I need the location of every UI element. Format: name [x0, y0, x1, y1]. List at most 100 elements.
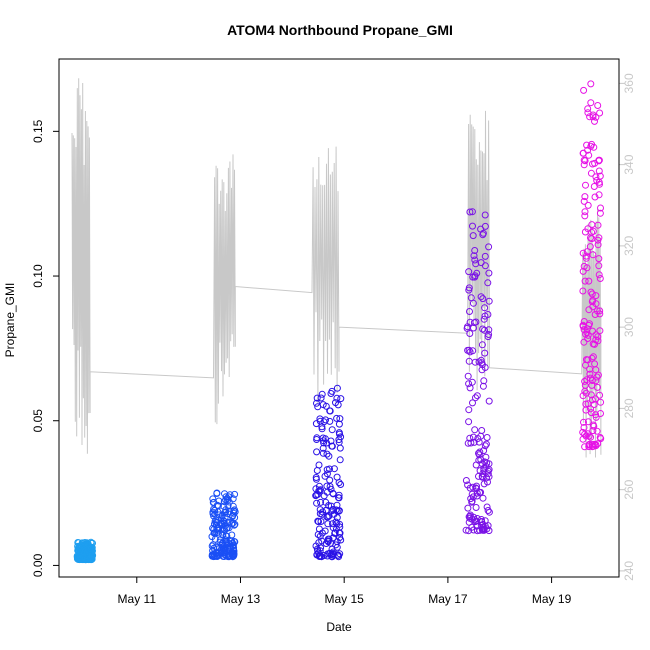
data-point: [587, 409, 595, 417]
data-point: [596, 307, 604, 315]
data-point: [220, 517, 228, 525]
data-point: [472, 318, 480, 326]
data-point: [592, 331, 600, 339]
data-point: [312, 420, 320, 428]
y2-tick-label: 360: [622, 73, 636, 93]
data-point: [87, 545, 95, 553]
data-point: [589, 421, 597, 429]
x-axis: May 11 May 13 May 15 May 17 May 19: [118, 577, 572, 606]
data-point: [326, 407, 334, 415]
data-point: [319, 444, 327, 452]
plot-frame: [58, 58, 620, 578]
data-point: [324, 513, 332, 521]
data-point: [328, 442, 336, 450]
data-point: [595, 255, 603, 263]
data-point: [467, 495, 475, 503]
data-point: [579, 249, 587, 257]
data-point: [317, 486, 324, 494]
data-point: [225, 498, 233, 506]
y2-tick-label: 240: [622, 561, 636, 581]
data-point: [211, 529, 219, 537]
data-point: [582, 181, 589, 189]
data-point: [230, 521, 238, 529]
data-point: [317, 498, 325, 506]
data-point: [472, 504, 480, 511]
data-point: [592, 292, 600, 300]
y2-tick-label: 300: [622, 317, 636, 337]
data-point: [468, 208, 476, 216]
data-point: [587, 433, 595, 441]
data-point: [220, 502, 228, 510]
data-point: [469, 299, 477, 307]
data-point: [485, 527, 493, 535]
data-point: [329, 534, 337, 542]
data-point: [315, 525, 323, 533]
data-point: [219, 511, 226, 519]
data-point: [581, 277, 589, 285]
data-point: [214, 530, 222, 538]
data-point: [484, 507, 492, 514]
data-point: [582, 330, 590, 338]
data-point: [322, 498, 330, 506]
data-point: [579, 267, 587, 275]
data-point: [465, 357, 473, 365]
data-point: [592, 442, 600, 450]
data-point: [336, 456, 344, 464]
data-point: [314, 517, 322, 525]
data-point: [316, 532, 324, 540]
data-point: [326, 476, 334, 484]
data-point: [595, 271, 603, 279]
data-point: [592, 173, 600, 181]
y-tick-label: 0.00: [31, 553, 45, 577]
data-point: [213, 501, 221, 509]
data-point: [481, 222, 489, 230]
y-tick-label: 0.05: [31, 409, 45, 433]
data-point: [471, 256, 479, 264]
data-point: [594, 333, 602, 341]
data-point: [315, 518, 322, 526]
x-tick-label: May 15: [325, 592, 365, 606]
y2-tick-label: 260: [622, 479, 636, 499]
data-point: [316, 415, 324, 423]
data-point: [225, 493, 232, 501]
data-point: [320, 439, 328, 447]
data-point: [211, 535, 219, 543]
data-point: [592, 411, 600, 419]
data-point: [586, 113, 594, 121]
data-point: [323, 482, 331, 490]
data-point: [580, 424, 588, 431]
data-point: [325, 452, 333, 460]
data-point: [481, 517, 489, 525]
data-point: [479, 229, 487, 237]
data-point: [471, 426, 479, 434]
data-point: [480, 464, 488, 472]
data-point: [462, 477, 470, 484]
data-point: [476, 448, 484, 456]
data-point: [210, 505, 218, 513]
data-point: [465, 284, 473, 292]
data-point: [470, 438, 478, 446]
data-point: [470, 252, 478, 260]
x-tick-label: May 13: [221, 592, 261, 606]
data-point: [323, 450, 331, 458]
data-point: [597, 410, 604, 417]
data-point: [586, 243, 594, 251]
data-point: [462, 526, 470, 534]
y2-tick-label: 340: [622, 154, 636, 174]
data-point: [312, 474, 320, 481]
data-point: [485, 297, 493, 305]
scatter-cluster: [462, 208, 493, 535]
data-point: [470, 526, 478, 534]
data-point: [596, 109, 604, 117]
data-point: [336, 415, 344, 423]
data-point: [464, 504, 472, 512]
x-tick-label: May 19: [532, 592, 572, 606]
data-point: [473, 269, 481, 277]
data-point: [466, 308, 473, 315]
data-point: [481, 211, 489, 219]
right-axis: 240 260 280 300 320 340 360: [619, 73, 636, 581]
data-point: [584, 225, 592, 233]
data-point: [335, 479, 343, 487]
data-point: [335, 438, 343, 446]
data-point: [587, 169, 595, 177]
